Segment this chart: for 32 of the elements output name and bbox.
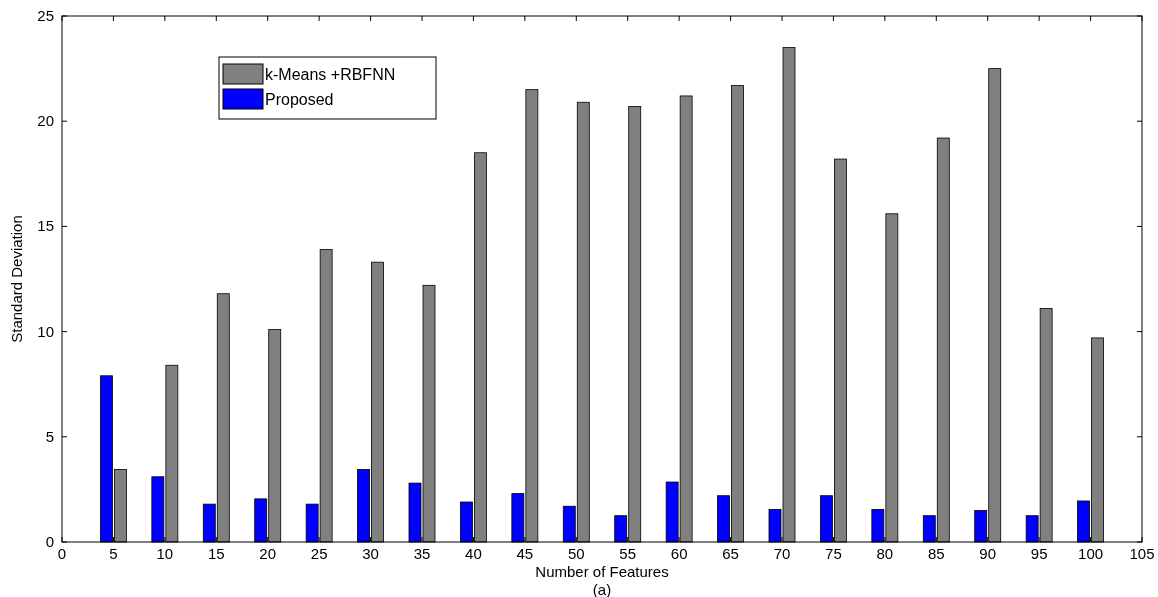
legend-label: Proposed (265, 91, 334, 108)
x-tick-label: 90 (979, 545, 997, 562)
x-tick-label: 25 (310, 545, 328, 562)
y-tick-label: 20 (37, 112, 54, 130)
y-axis-title: Standard Deviation (8, 215, 25, 343)
x-tick-label: 15 (207, 545, 225, 562)
x-tick-label: 75 (825, 545, 842, 562)
x-tick-label: 35 (413, 545, 431, 562)
y-tick-label: 10 (37, 322, 54, 340)
y-tick-label: 25 (37, 7, 54, 24)
y-tick-label: 15 (37, 217, 54, 235)
y-tick-label: 5 (45, 427, 54, 445)
x-tick-label: 5 (109, 545, 118, 562)
x-tick-label: 100 (1078, 545, 1104, 562)
x-tick-label: 45 (516, 545, 534, 562)
x-tick-label: 70 (773, 545, 791, 562)
x-tick-label: 40 (465, 545, 482, 562)
x-tick-label: 10 (156, 545, 174, 562)
x-tick-label: 105 (1129, 545, 1155, 562)
x-tick-label: 55 (619, 545, 637, 562)
x-tick-label: 50 (567, 545, 585, 562)
x-axis-title: Number of Features (535, 563, 669, 580)
y-tick-label: 0 (45, 533, 54, 550)
x-tick-label: 65 (722, 545, 739, 562)
x-tick-label: 60 (670, 545, 688, 562)
legend-label: k-Means +RBFNN (265, 66, 396, 83)
x-tick-label: 0 (57, 545, 67, 562)
x-tick-label: 80 (876, 545, 894, 562)
x-tick-label: 85 (927, 545, 945, 562)
x-tick-label: 30 (362, 545, 379, 562)
x-tick-label: 20 (259, 545, 277, 562)
x-tick-label: 95 (1030, 545, 1048, 562)
